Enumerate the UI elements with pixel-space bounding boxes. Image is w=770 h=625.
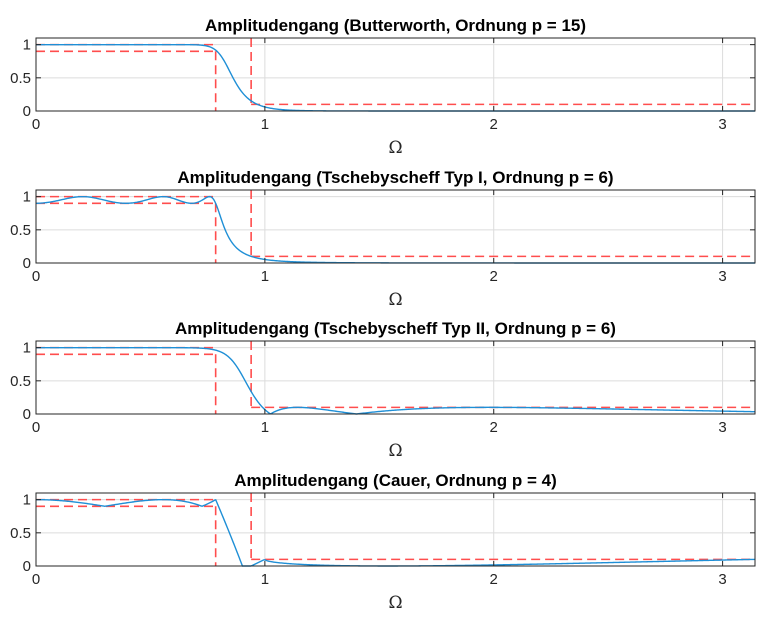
- subplot-cheby2: 0 1 2 3 0 0.5 1 Amplitudengang (Tschebyscheff T…: [10, 319, 756, 461]
- x-tick-label: 1: [261, 268, 269, 285]
- x-axis-label: Ω: [388, 138, 402, 158]
- x-tick-label: 3: [718, 116, 726, 133]
- x-tick-label: 2: [490, 419, 498, 436]
- subplot-title: Amplitudengang (Cauer, Ordnung p = 4): [234, 471, 557, 490]
- x-tick-label: 3: [718, 571, 726, 588]
- axes-frame: [35, 340, 756, 415]
- x-tick-label: 0: [32, 571, 40, 588]
- x-tick-label: 1: [261, 419, 269, 436]
- subplot-cauer: 0 1 2 3 0 0.5 1 Amplitudengang (Cauer, Ordnung …: [10, 471, 756, 613]
- subplot-title: Amplitudengang (Tschebyscheff Typ II, Or…: [175, 319, 616, 338]
- x-tick-label: 1: [261, 571, 269, 588]
- y-tick-label: 0: [23, 255, 31, 272]
- y-tick-label: 0: [23, 406, 31, 423]
- x-tick-label: 0: [32, 116, 40, 133]
- axes-frame: [35, 189, 756, 264]
- y-tick-label: 0.5: [10, 525, 31, 542]
- y-tick-label: 1: [23, 189, 31, 206]
- x-tick-label: 0: [32, 268, 40, 285]
- axes-frame: [35, 37, 756, 112]
- plot-area: [35, 189, 756, 264]
- plot-area: [35, 492, 756, 567]
- x-tick-label: 2: [490, 571, 498, 588]
- subplot-butterworth: 0 1 2 3 0 0.5 1 Amplitudengang (Butterworth, Or…: [10, 16, 756, 158]
- x-tick-label: 3: [718, 419, 726, 436]
- subplot-cheby1: 0 1 2 3 0 0.5 1 Amplitudengang (Tschebyscheff T…: [10, 168, 756, 310]
- x-tick-label: 2: [490, 116, 498, 133]
- y-tick-label: 0.5: [10, 70, 31, 87]
- plot-area: [35, 37, 756, 112]
- magnitude-response-line: [36, 346, 756, 415]
- x-tick-label: 1: [261, 116, 269, 133]
- y-tick-label: 0.5: [10, 222, 31, 239]
- y-tick-label: 1: [23, 492, 31, 509]
- y-tick-label: 0: [23, 103, 31, 120]
- y-tick-label: 1: [23, 340, 31, 357]
- subplot-title: Amplitudengang (Tschebyscheff Typ I, Ord…: [177, 168, 613, 187]
- x-tick-label: 3: [718, 268, 726, 285]
- subplot-title: Amplitudengang (Butterworth, Ordnung p =…: [205, 16, 586, 35]
- x-tick-label: 2: [490, 268, 498, 285]
- y-tick-label: 1: [23, 37, 31, 54]
- x-axis-label: Ω: [388, 593, 402, 613]
- y-tick-label: 0: [23, 558, 31, 575]
- x-axis-label: Ω: [388, 441, 402, 461]
- y-tick-label: 0.5: [10, 373, 31, 390]
- plot-area: [35, 340, 756, 415]
- x-tick-label: 0: [32, 419, 40, 436]
- axes-frame: [35, 492, 756, 567]
- x-axis-label: Ω: [388, 290, 402, 310]
